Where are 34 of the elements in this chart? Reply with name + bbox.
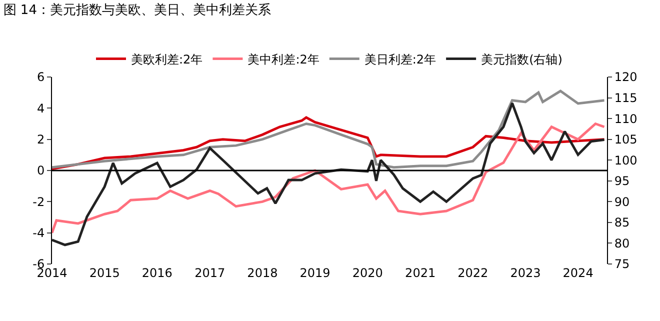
y2-tick-label: 115	[614, 90, 638, 105]
y-tick-label: -4	[32, 226, 45, 240]
line-series	[52, 90, 606, 169]
y2-tick-label: 100	[614, 153, 638, 168]
legend-label: 美元指数(右轴)	[481, 52, 562, 66]
y2-tick-label: 75	[614, 257, 630, 272]
y-tick-label: 4	[36, 101, 45, 116]
y2-tick-label: 90	[614, 194, 630, 209]
line-series	[52, 122, 606, 234]
y2-tick-label: 120	[614, 70, 638, 84]
y-tick-label: 2	[36, 132, 45, 147]
y2-tick-label: 105	[614, 132, 638, 147]
x-tick-label: 2023	[510, 266, 541, 280]
y2-tick-label: 110	[614, 112, 638, 126]
y-tick-label: -2	[32, 194, 45, 209]
y-tick-label: 0	[36, 164, 45, 178]
chart-title: 图 14：美元指数与美欧、美日、美中利差关系	[3, 2, 271, 18]
y-tick-label: 6	[36, 70, 45, 84]
x-tick-label: 2024	[562, 266, 594, 280]
y2-tick-label: 95	[614, 174, 630, 188]
x-tick-label: 2017	[194, 266, 226, 280]
x-tick-label: 2022	[458, 266, 488, 280]
y2-tick-label: 85	[614, 216, 630, 230]
x-tick-label: 2018	[247, 266, 278, 280]
legend-label: 美中利差:2年	[248, 52, 320, 66]
x-tick-label: 2015	[89, 266, 120, 280]
x-tick-label: 2021	[405, 266, 436, 280]
x-tick-label: 2016	[142, 266, 172, 280]
x-tick-label: 2020	[352, 266, 383, 280]
legend-label: 美日利差:2年	[364, 52, 436, 66]
x-tick-label: 2019	[300, 266, 330, 280]
y2-tick-label: 80	[614, 236, 630, 250]
legend-label: 美欧利差:2年	[131, 52, 203, 66]
line-series	[52, 102, 606, 246]
